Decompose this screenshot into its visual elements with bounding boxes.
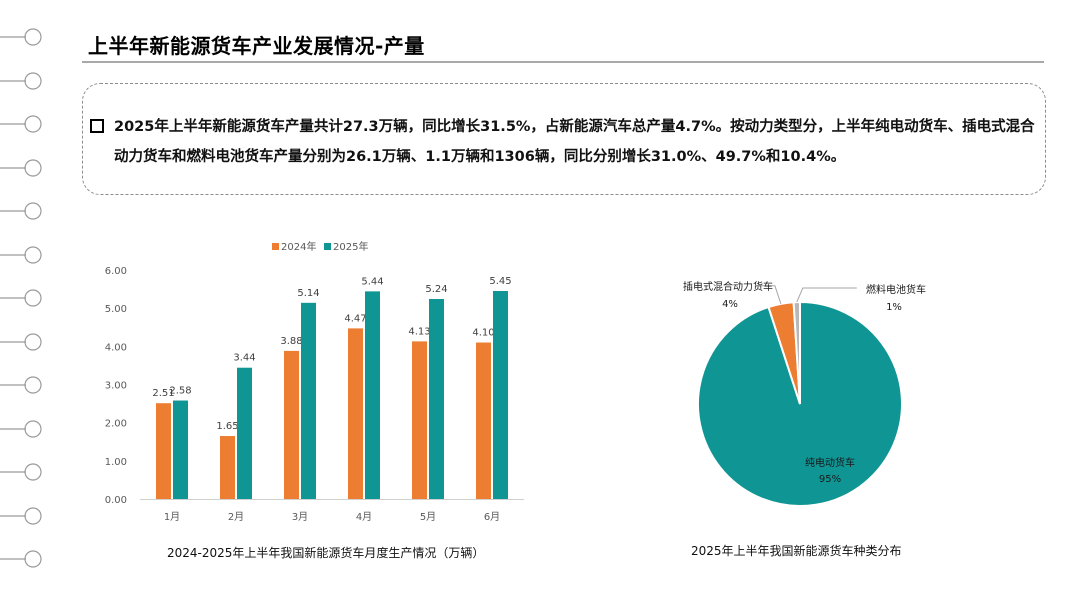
- bar-data-label: 4.13: [408, 326, 430, 337]
- bar-2024: [476, 342, 491, 499]
- title-underline: [82, 61, 1044, 63]
- truck-type-pie-chart: 纯电动货车 95% 插电式混合动力货车 4% 燃料电池货车 1%: [683, 280, 926, 507]
- pie-label-name: 插电式混合动力货车: [683, 280, 773, 293]
- x-tick-label: 3月: [292, 511, 308, 523]
- bar-data-label: 2.58: [169, 386, 191, 397]
- y-tick-label: 1.00: [105, 457, 127, 468]
- y-tick-label: 3.00: [105, 381, 127, 392]
- pie-leader-line: [760, 285, 782, 304]
- y-tick-label: 5.00: [105, 304, 127, 315]
- bar-2025: [493, 290, 508, 499]
- legend-swatch-1: [272, 243, 279, 250]
- bar-data-label: 5.44: [361, 276, 383, 287]
- chart-legend: 2024年 2025年: [272, 240, 368, 253]
- bar-data-label: 3.88: [280, 336, 302, 347]
- binding-ring-icon: [0, 463, 42, 481]
- y-tick-label: 0.00: [105, 495, 127, 506]
- bar-2025: [429, 299, 444, 499]
- binding-ring-icon: [0, 550, 42, 568]
- pie-label-name: 燃料电池货车: [866, 283, 926, 296]
- legend-label-2: 2025年: [333, 240, 368, 253]
- y-tick-label: 6.00: [105, 266, 127, 277]
- y-tick-label: 2.00: [105, 419, 127, 430]
- pie-chart-caption: 2025年上半年我国新能源货车种类分布: [691, 544, 902, 558]
- x-tick-label: 5月: [420, 511, 436, 523]
- binding-ring-icon: [0, 202, 42, 220]
- bar-data-label: 5.14: [297, 288, 319, 299]
- x-tick-label: 1月: [164, 511, 180, 523]
- legend-swatch-2: [324, 243, 331, 250]
- bar-chart-caption: 2024-2025年上半年我国新能源货车月度生产情况（万辆）: [167, 546, 485, 560]
- bar-2025: [301, 302, 316, 499]
- pie-slice-3: [792, 300, 801, 405]
- binding-ring-icon: [0, 289, 42, 307]
- bar-2024: [220, 436, 235, 499]
- binding-ring-icon: [0, 28, 42, 46]
- pie-label-name: 纯电动货车: [805, 456, 855, 469]
- bar-2025: [237, 367, 252, 499]
- bar-data-label: 3.44: [233, 353, 255, 364]
- bar-data-label: 4.10: [472, 328, 494, 339]
- bar-2024: [156, 403, 171, 499]
- bar-data-label: 2.51: [152, 388, 174, 399]
- bar-2025: [173, 400, 188, 499]
- binding-ring-icon: [0, 158, 42, 177]
- bar-2024: [348, 328, 363, 499]
- pie-label-value: 1%: [886, 302, 902, 313]
- binding-ring-icon: [0, 245, 42, 264]
- binding-ring-icon: [0, 332, 42, 351]
- pie-label-value: 4%: [722, 299, 738, 310]
- binding-ring-icon: [0, 419, 42, 438]
- bar-data-label: 5.45: [489, 276, 511, 287]
- bar-2024: [412, 341, 427, 499]
- x-tick-label: 6月: [484, 511, 500, 523]
- legend-label-1: 2024年: [281, 240, 316, 253]
- page-title: 上半年新能源货车产业发展情况-产量: [88, 34, 425, 58]
- binding-ring-icon: [0, 71, 42, 90]
- notebook-binding: [0, 25, 50, 585]
- binding-ring-icon: [0, 115, 42, 133]
- y-tick-label: 4.00: [105, 342, 127, 353]
- summary-box: [82, 83, 1046, 195]
- bar-2024: [284, 350, 299, 499]
- bar-data-label: 4.47: [344, 313, 366, 324]
- pie-label-value: 95%: [819, 474, 841, 485]
- binding-ring-icon: [0, 376, 42, 394]
- summary-text: 2025年上半年新能源货车产量共计27.3万辆，同比增长31.5%，占新能源汽车…: [114, 119, 1035, 165]
- pie-leader-line: [796, 287, 857, 303]
- bullet-square-icon: [90, 119, 104, 133]
- bar-2025: [365, 291, 380, 499]
- x-tick-label: 4月: [356, 511, 372, 523]
- bar-data-label: 1.65: [216, 421, 238, 432]
- binding-ring-icon: [0, 506, 42, 525]
- bar-data-label: 5.24: [425, 284, 447, 295]
- monthly-production-bar-chart: 2024年 2025年 0.00 1.00 2.00 3.00 4.00 5.00 6.00 2.…: [105, 240, 524, 523]
- x-tick-label: 2月: [228, 511, 244, 523]
